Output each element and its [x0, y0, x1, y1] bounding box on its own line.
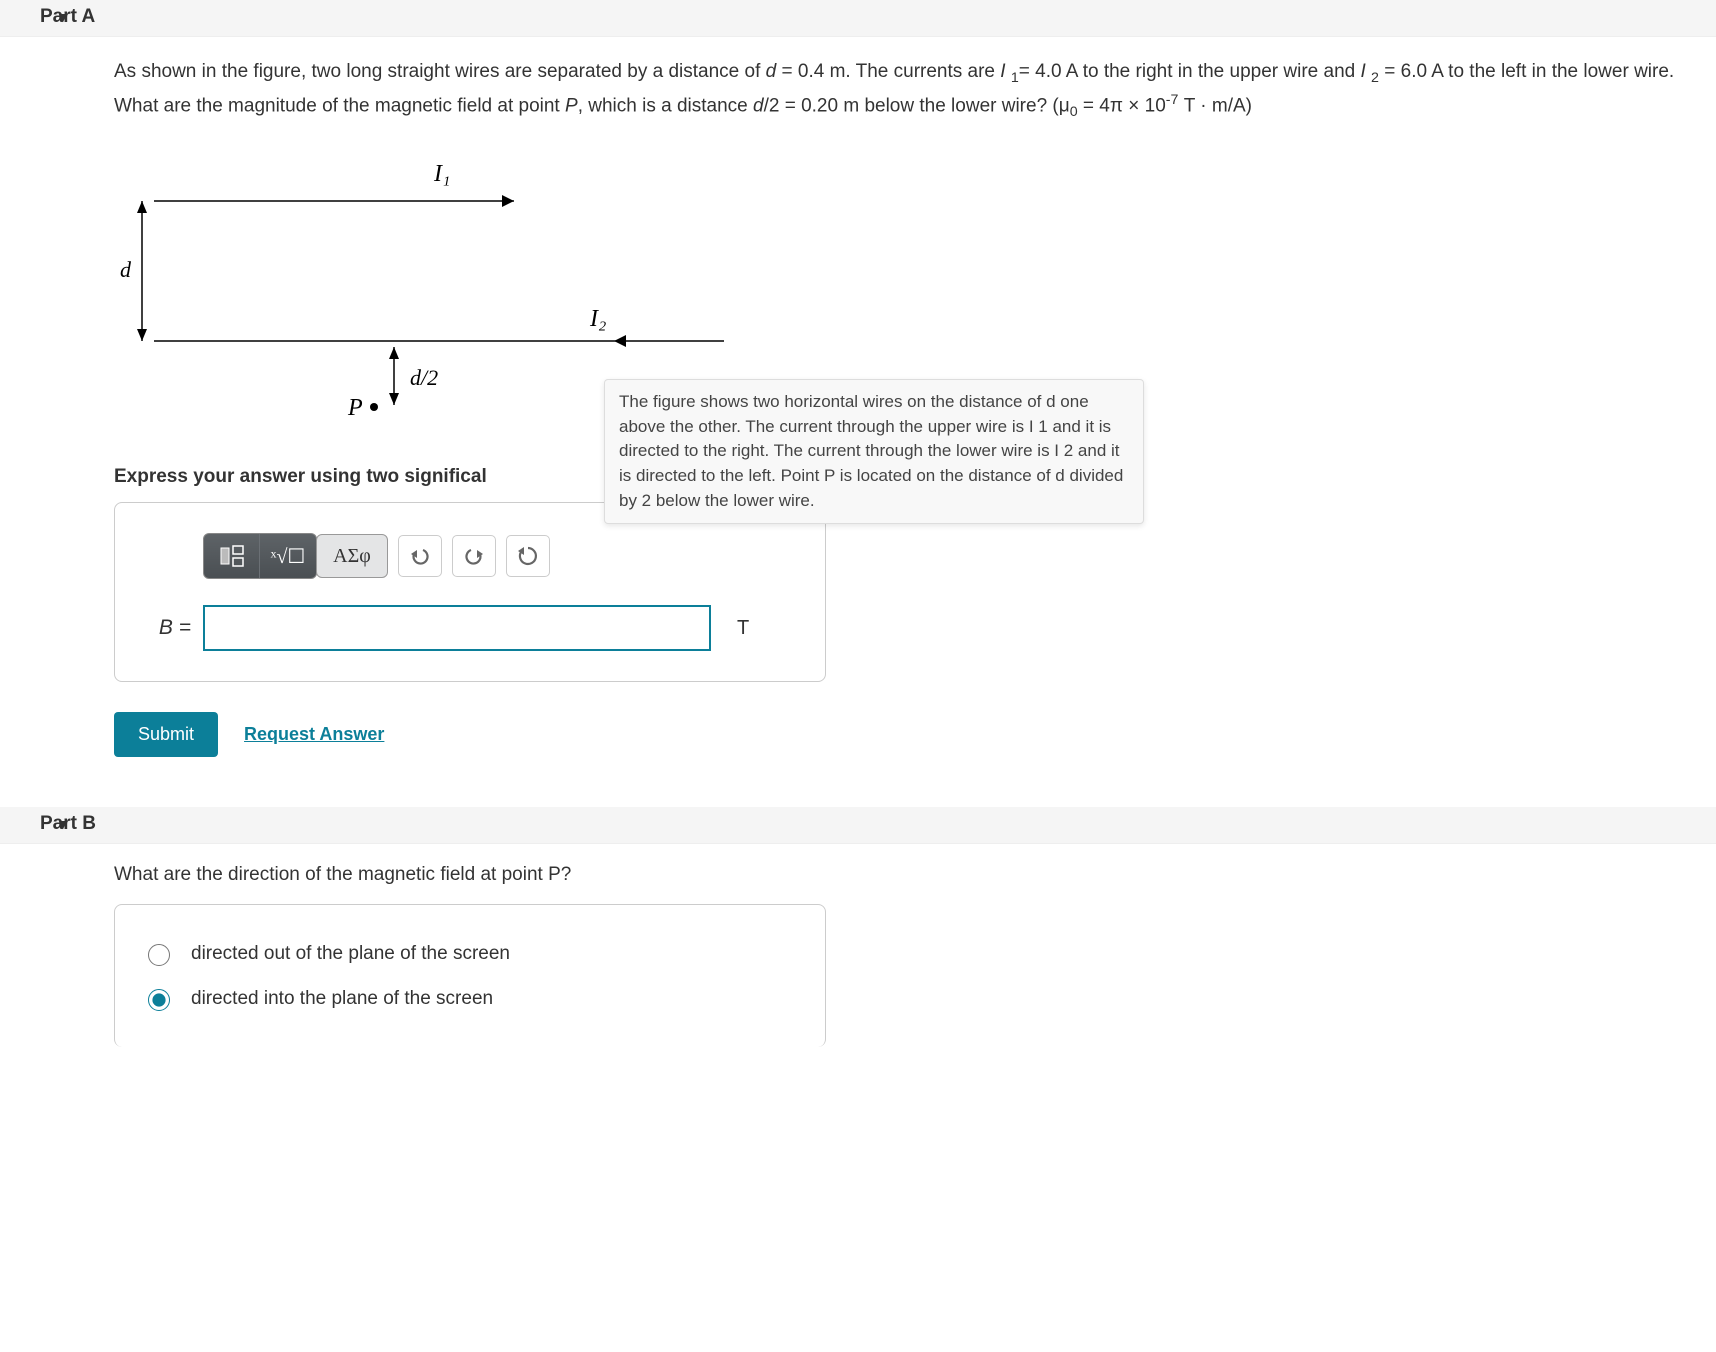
- answer-unit: T: [737, 617, 749, 640]
- figure-container: I₁ I₂ d d/2 P The figure shows two horiz…: [114, 141, 1700, 446]
- sqrt-button[interactable]: ˣ√☐: [260, 534, 316, 578]
- option-label: directed into the plane of the screen: [191, 988, 493, 1010]
- templates-button[interactable]: [204, 534, 260, 578]
- option-label: directed out of the plane of the screen: [191, 943, 510, 965]
- answer-var-label: B =: [139, 616, 191, 640]
- redo-button[interactable]: [452, 535, 496, 577]
- caret-down-icon: ▼: [56, 9, 70, 25]
- p-label: P: [347, 395, 363, 421]
- answer-row: B = T: [139, 605, 801, 651]
- caret-down-icon: ▼: [56, 816, 70, 832]
- point-p-dot: [370, 403, 378, 411]
- action-row: Submit Request Answer: [114, 712, 1700, 757]
- answer-panel: ˣ√☐ ΑΣφ B = T: [114, 502, 826, 682]
- part-b-question: What are the direction of the magnetic f…: [114, 864, 1716, 886]
- i1-label: I₁: [433, 161, 450, 187]
- part-b-header[interactable]: ▼ Part B: [0, 807, 1716, 844]
- equation-toolbar: ˣ√☐ ΑΣφ: [203, 533, 801, 579]
- d-label: d: [120, 257, 132, 282]
- radio-out-of-plane[interactable]: [148, 944, 170, 966]
- submit-button[interactable]: Submit: [114, 712, 218, 757]
- d2-label: d/2: [410, 365, 438, 390]
- reset-button[interactable]: [506, 535, 550, 577]
- greek-button[interactable]: ΑΣφ: [316, 534, 388, 578]
- i2-label: I₂: [589, 306, 606, 332]
- part-b-content: What are the direction of the magnetic f…: [0, 844, 1716, 1087]
- part-a-content: As shown in the figure, two long straigh…: [0, 37, 1700, 777]
- undo-button[interactable]: [398, 535, 442, 577]
- toolbar-group-dark: ˣ√☐: [203, 533, 317, 579]
- radio-panel: directed out of the plane of the screen …: [114, 904, 826, 1047]
- option-out-of-plane[interactable]: directed out of the plane of the screen: [143, 931, 797, 976]
- request-answer-link[interactable]: Request Answer: [244, 724, 384, 745]
- option-into-plane[interactable]: directed into the plane of the screen: [143, 976, 797, 1021]
- figure-description-tooltip: The figure shows two horizontal wires on…: [604, 379, 1144, 524]
- radio-into-plane[interactable]: [148, 989, 170, 1011]
- part-a-header[interactable]: ▼ Part A: [0, 0, 1716, 37]
- part-a-question: As shown in the figure, two long straigh…: [114, 57, 1694, 123]
- answer-input[interactable]: [203, 605, 711, 651]
